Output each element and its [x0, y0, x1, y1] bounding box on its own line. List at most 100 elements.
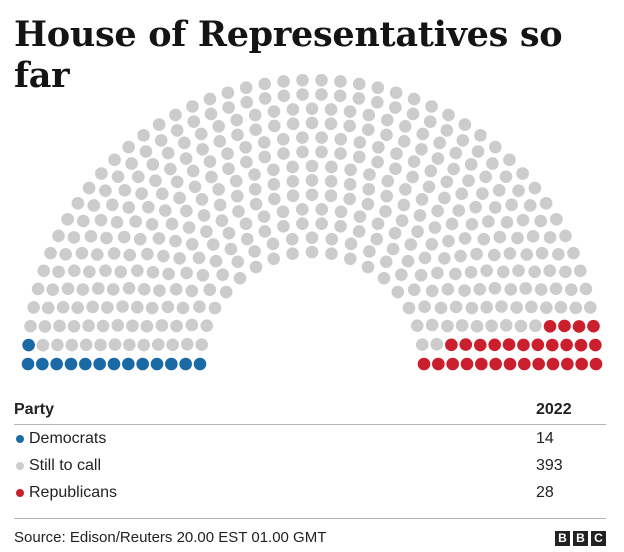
seat-still-to-call: [187, 115, 201, 128]
seat-still-to-call: [266, 237, 280, 251]
seat-still-to-call: [53, 319, 66, 333]
seat-republicans: [502, 338, 516, 351]
seat-still-to-call: [573, 264, 587, 278]
democrats-label: Democrats: [29, 430, 107, 447]
seat-still-to-call: [325, 247, 338, 261]
seat-democrats: [93, 357, 106, 371]
seat-still-to-call: [76, 283, 90, 296]
seat-still-to-call: [363, 168, 376, 181]
seat-still-to-call: [425, 318, 439, 332]
seat-still-to-call: [305, 245, 319, 259]
democrats-value: 14: [536, 430, 554, 447]
seat-still-to-call: [362, 183, 376, 196]
seat-democrats: [64, 357, 78, 371]
seat-still-to-call: [567, 246, 580, 260]
seat-still-to-call: [334, 219, 347, 233]
seat-still-to-call: [209, 254, 223, 268]
seat-still-to-call: [170, 175, 184, 189]
seat-still-to-call: [445, 217, 459, 231]
seat-still-to-call: [82, 181, 96, 195]
seat-still-to-call: [166, 338, 179, 352]
seat-republicans: [503, 357, 517, 371]
seat-still-to-call: [315, 73, 328, 87]
seat-still-to-call: [362, 108, 376, 122]
seat-still-to-call: [170, 124, 184, 137]
seat-still-to-call: [123, 248, 137, 262]
logo-letter: B: [573, 531, 588, 546]
seat-still-to-call: [107, 247, 121, 260]
seat-still-to-call: [203, 283, 217, 297]
seat-republicans: [489, 357, 502, 371]
seat-democrats: [21, 357, 35, 371]
seat-still-to-call: [258, 77, 272, 91]
logo-letter: C: [591, 531, 606, 546]
seat-still-to-call: [554, 300, 568, 314]
seat-still-to-call: [204, 107, 218, 121]
seat-republicans: [446, 357, 459, 371]
seat-still-to-call: [489, 140, 502, 154]
seat-still-to-call: [224, 242, 238, 256]
seat-still-to-call: [485, 319, 498, 333]
seat-still-to-call: [464, 158, 478, 171]
seat-republicans: [531, 338, 545, 352]
seat-still-to-call: [137, 129, 150, 142]
seat-still-to-call: [169, 108, 182, 122]
seat-republicans: [488, 338, 501, 352]
seat-republicans: [459, 338, 473, 351]
seat-still-to-call: [36, 338, 50, 352]
seat-still-to-call: [231, 128, 244, 142]
seat-still-to-call: [315, 131, 328, 144]
table-row-democrats: Democrats 14: [14, 425, 606, 452]
seat-still-to-call: [499, 170, 513, 183]
seat-still-to-call: [151, 338, 165, 351]
seat-still-to-call: [179, 152, 193, 165]
seat-still-to-call: [422, 180, 436, 194]
seat-still-to-call: [71, 196, 85, 210]
seat-still-to-call: [415, 193, 429, 206]
seat-still-to-call: [161, 146, 175, 160]
seat-still-to-call: [182, 221, 196, 234]
seat-still-to-call: [267, 119, 281, 133]
seat-still-to-call: [325, 232, 339, 246]
seat-still-to-call: [267, 105, 281, 118]
seat-still-to-call: [38, 320, 52, 333]
seat-still-to-call: [195, 338, 209, 351]
seat-still-to-call: [486, 157, 499, 170]
seat-still-to-call: [133, 232, 147, 246]
seat-still-to-call: [77, 214, 90, 228]
seat-still-to-call: [305, 102, 319, 115]
seat-still-to-call: [388, 226, 402, 240]
seat-still-to-call: [208, 301, 222, 315]
seat-republicans: [560, 338, 573, 352]
seat-still-to-call: [379, 255, 393, 269]
hemicycle-chart: [21, 73, 603, 371]
seat-still-to-call: [277, 75, 290, 88]
seat-still-to-call: [222, 226, 236, 240]
seat-still-to-call: [146, 158, 160, 171]
footer: Source: Edison/Reuters 20.00 EST 01.00 G…: [14, 518, 606, 552]
seat-still-to-call: [418, 300, 431, 313]
seat-still-to-call: [140, 320, 154, 333]
republicans-value: 28: [536, 484, 554, 501]
seat-still-to-call: [344, 237, 358, 251]
seat-still-to-call: [425, 284, 439, 298]
seat-still-to-call: [257, 136, 271, 149]
seat-still-to-call: [222, 101, 235, 114]
seat-still-to-call: [334, 75, 347, 88]
seat-still-to-call: [334, 205, 348, 219]
seat-still-to-call: [462, 174, 475, 188]
seat-still-to-call: [173, 252, 186, 265]
seat-still-to-call: [240, 155, 253, 169]
seat-still-to-call: [71, 301, 84, 315]
seat-still-to-call: [152, 232, 166, 245]
seat-still-to-call: [131, 264, 144, 277]
seat-still-to-call: [152, 118, 166, 131]
seat-democrats: [107, 357, 121, 371]
seat-still-to-call: [215, 214, 229, 227]
seat-still-to-call: [213, 135, 227, 148]
seat-still-to-call: [213, 198, 227, 212]
seat-still-to-call: [325, 160, 338, 174]
seat-still-to-call: [286, 189, 300, 203]
seat-still-to-call: [206, 238, 220, 251]
seat-still-to-call: [203, 155, 217, 168]
